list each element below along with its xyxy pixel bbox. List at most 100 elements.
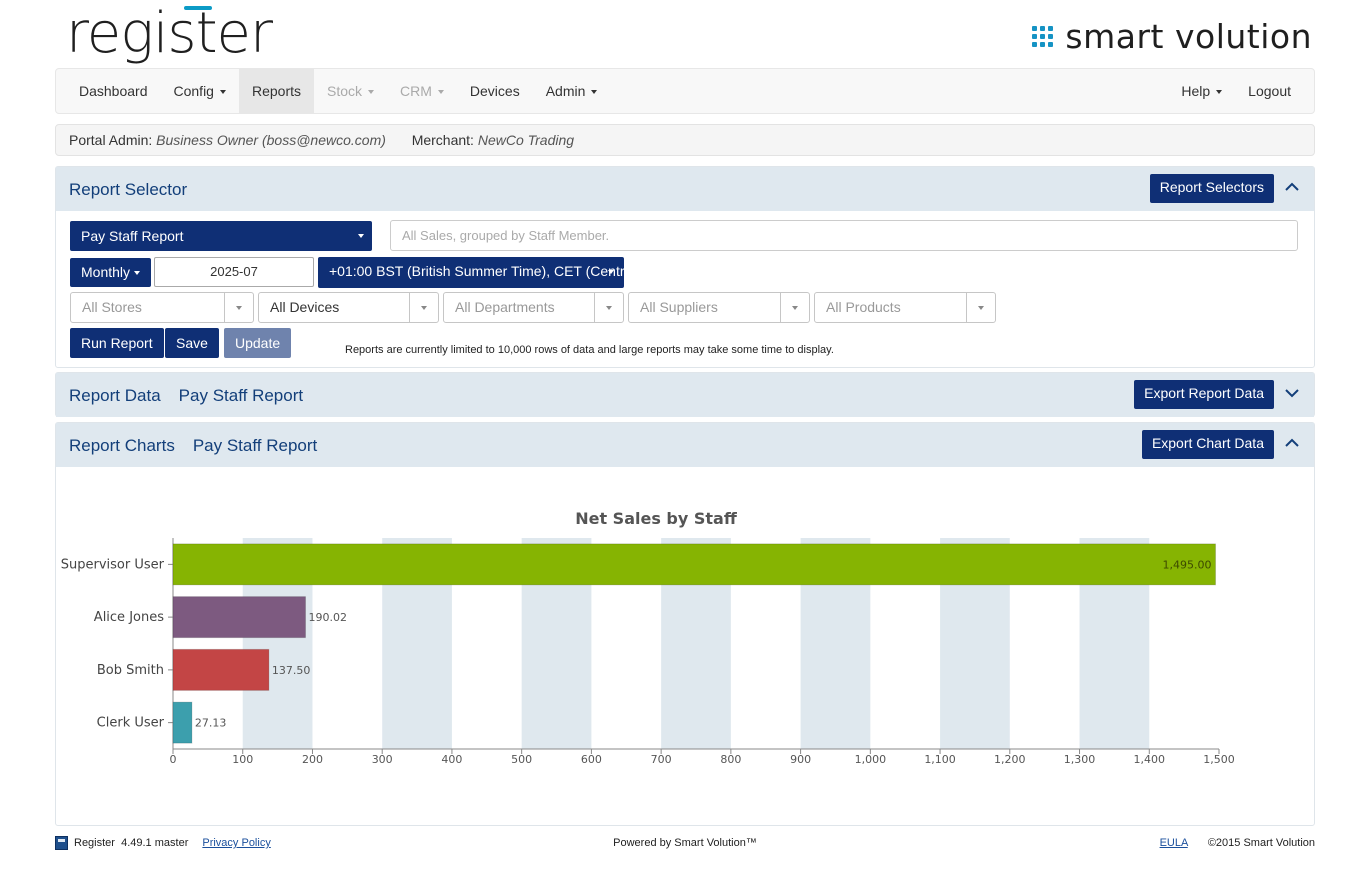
nav-stock[interactable]: Stock [314,69,387,113]
caret-down-icon [134,271,141,276]
report-data-title: Report Data Pay Staff Report [69,386,304,405]
smart-volution-logo: smart volution [1032,14,1312,58]
nav-dashboard[interactable]: Dashboard [79,83,148,99]
chevron-up-icon[interactable] [1284,179,1300,195]
nav-admin[interactable]: Admin [533,69,611,113]
portal-admin-value: Business Owner (boss@newco.com) [156,132,386,148]
navbar-right: Help Logout [1168,69,1304,113]
chart-x-tick-label: 500 [511,753,532,766]
chart-x-tick-label: 800 [720,753,741,766]
chart-x-tick-label: 900 [790,753,811,766]
report-data-subtitle: Pay Staff Report [178,386,304,405]
identity-bar: Portal Admin: Business Owner (boss@newco… [55,124,1315,156]
smart-volution-logo-text: smart volution [1065,16,1312,56]
footer-app-name: Register [74,837,115,849]
register-logo-accent [184,6,212,10]
report-date-input[interactable]: 2025-07 [154,257,314,287]
report-charts-title: Report Charts Pay Staff Report [69,436,318,455]
report-selectors-button[interactable]: Report Selectors [1149,174,1274,203]
navbar-left: Dashboard Config Reports Stock CRM Devices Adm… [66,69,610,113]
nav-logout[interactable]: Logout [1248,83,1291,99]
chart-x-tick-label: 300 [372,753,393,766]
smart-volution-dots-icon [1032,25,1054,47]
nav-reports[interactable]: Reports [238,69,314,113]
period-dropdown-button[interactable]: Monthly [70,258,152,287]
stores-filter-select[interactable]: All Stores [70,292,254,323]
chart-category-label: Alice Jones [94,610,164,625]
caret-down-icon [608,270,614,274]
chart-value-label: 137.50 [272,664,311,677]
nav-config[interactable]: Config [161,69,239,113]
chart-x-tick-label: 600 [581,753,602,766]
merchant-label: Merchant: [411,132,474,148]
chart-x-tick-label: 200 [302,753,323,766]
chart-value-label: 27.13 [195,717,227,730]
chart-x-tick-label: 100 [232,753,253,766]
chart-category-label: Supervisor User [61,557,165,572]
caret-down-icon [437,90,444,95]
main-navbar: Dashboard Config Reports Stock CRM Devices Adm… [55,68,1315,114]
footer-powered-by: Powered by Smart Volution™ [613,837,757,849]
timezone-dropdown-button[interactable]: +01:00 BST (British Summer Time), CET (C… [318,257,624,288]
caret-down-icon [591,90,598,95]
report-selector-header: Report Selector Report Selectors [56,167,1314,211]
dropdown-arrow-icon [594,293,623,322]
suppliers-filter-select[interactable]: All Suppliers [628,292,810,323]
dropdown-arrow-icon [966,293,995,322]
chart-bar [172,648,270,691]
export-report-data-button[interactable]: Export Report Data [1134,380,1274,409]
chart-x-tick-label: 1,500 [1203,753,1235,766]
chevron-down-icon[interactable] [1284,385,1300,401]
report-charts-panel: Report Charts Pay Staff Report Export Cha… [55,422,1315,826]
register-logo: register [66,2,273,66]
chart-x-tick-label: 700 [651,753,672,766]
report-data-panel: Report Data Pay Staff Report Export Repor… [55,372,1315,417]
export-chart-data-button[interactable]: Export Chart Data [1141,430,1274,459]
nav-help[interactable]: Help [1168,69,1235,113]
update-button[interactable]: Update [224,328,292,358]
privacy-policy-link[interactable]: Privacy Policy [202,837,271,849]
report-charts-header: Report Charts Pay Staff Report Export Cha… [56,423,1314,467]
chart-value-label: 1,495.00 [1163,558,1212,571]
report-type-select[interactable]: Pay Staff Report [70,221,372,251]
register-app-icon [55,836,68,850]
chart-bar [172,543,1217,586]
chart-category-label: Bob Smith [97,663,164,678]
report-data-header: Report Data Pay Staff Report Export Repor… [56,373,1314,417]
chart-x-tick-label: 1,000 [855,753,887,766]
report-selector-body: Pay Staff Report All Sales, grouped by S… [56,211,1314,367]
footer-copyright: ©2015 Smart Volution [1207,837,1315,849]
merchant-value: NewCo Trading [477,132,575,148]
page-footer: Register 4.49.1 master Privacy Policy Po… [55,834,1315,852]
caret-down-icon [358,234,364,238]
report-selector-title: Report Selector [69,180,188,199]
portal-admin-label: Portal Admin: [69,132,153,148]
chart-category-label: Clerk User [97,716,165,731]
caret-down-icon [368,90,375,95]
nav-devices[interactable]: Devices [469,83,520,99]
departments-filter-select[interactable]: All Departments [443,292,624,323]
report-description-input[interactable]: All Sales, grouped by Staff Member. [390,220,1298,251]
chart-bar [172,596,307,639]
devices-filter-select[interactable]: All Devices [258,292,439,323]
eula-link[interactable]: EULA [1159,837,1188,849]
chart-x-tick-label: 1,200 [994,753,1026,766]
run-report-button[interactable]: Run Report [70,328,164,358]
chart-x-tick-label: 400 [441,753,462,766]
products-filter-select[interactable]: All Products [814,292,996,323]
net-sales-bar-chart: 0 100 200 300 400 500 600 700 800 900 1,000 1,100 1,… [61,538,1235,766]
save-button[interactable]: Save [165,328,219,358]
chart-bar [172,701,193,744]
chart-x-tick-label: 1,300 [1064,753,1096,766]
dropdown-arrow-icon [224,293,253,322]
report-selector-panel: Report Selector Report Selectors Pay Sta… [55,166,1315,368]
chart-x-tick-label: 1,100 [924,753,956,766]
chart-value-label: 190.02 [309,611,348,624]
nav-crm[interactable]: CRM [387,69,457,113]
chart-title: Net Sales by Staff [575,509,737,528]
dropdown-arrow-icon [780,293,809,322]
caret-down-icon [219,90,226,95]
footer-left: Register 4.49.1 master Privacy Policy [55,836,271,850]
chevron-up-icon[interactable] [1284,435,1300,451]
chart-x-tick-label: 0 [170,753,177,766]
